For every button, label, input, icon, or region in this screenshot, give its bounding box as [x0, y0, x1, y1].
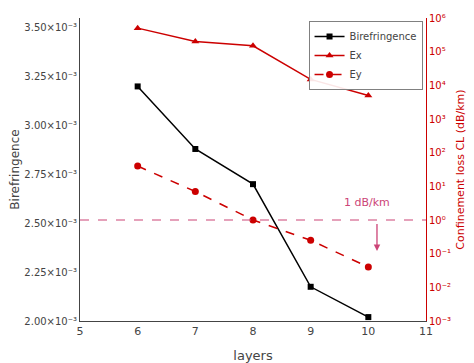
- svg-text:layers: layers: [233, 348, 273, 363]
- svg-text:10⁻¹: 10⁻¹: [429, 248, 451, 259]
- svg-text:11: 11: [419, 325, 433, 338]
- svg-text:8: 8: [250, 325, 257, 338]
- svg-text:3.25×10⁻³: 3.25×10⁻³: [24, 71, 77, 82]
- svg-text:Ey: Ey: [350, 69, 362, 80]
- svg-text:10⁵: 10⁵: [429, 46, 446, 57]
- svg-text:2.75×10⁻³: 2.75×10⁻³: [24, 169, 77, 180]
- svg-text:10⁻³: 10⁻³: [429, 316, 451, 327]
- svg-text:10⁻²: 10⁻²: [429, 282, 451, 293]
- svg-text:5: 5: [77, 325, 84, 338]
- svg-text:2.00×10⁻³: 2.00×10⁻³: [24, 316, 77, 327]
- svg-text:Ex: Ex: [350, 50, 362, 61]
- svg-text:Confinement loss CL (dB/km): Confinement loss CL (dB/km): [454, 89, 467, 249]
- svg-text:2.25×10⁻³: 2.25×10⁻³: [24, 267, 77, 278]
- svg-text:10⁶: 10⁶: [429, 13, 446, 24]
- svg-text:7: 7: [192, 325, 199, 338]
- svg-text:10¹: 10¹: [429, 181, 446, 192]
- svg-text:Birefringence: Birefringence: [350, 31, 417, 42]
- svg-text:1 dB/km: 1 dB/km: [344, 196, 390, 209]
- svg-text:Birefringence: Birefringence: [8, 129, 22, 209]
- svg-text:9: 9: [307, 325, 314, 338]
- svg-text:3.50×10⁻³: 3.50×10⁻³: [24, 22, 77, 33]
- svg-text:2.50×10⁻³: 2.50×10⁻³: [24, 218, 77, 229]
- svg-text:10: 10: [361, 325, 375, 338]
- svg-text:10³: 10³: [429, 114, 446, 125]
- svg-text:10⁴: 10⁴: [429, 80, 446, 91]
- svg-text:10²: 10²: [429, 147, 446, 158]
- svg-text:10⁰: 10⁰: [429, 215, 446, 226]
- svg-text:6: 6: [134, 325, 141, 338]
- svg-text:3.00×10⁻³: 3.00×10⁻³: [24, 120, 77, 131]
